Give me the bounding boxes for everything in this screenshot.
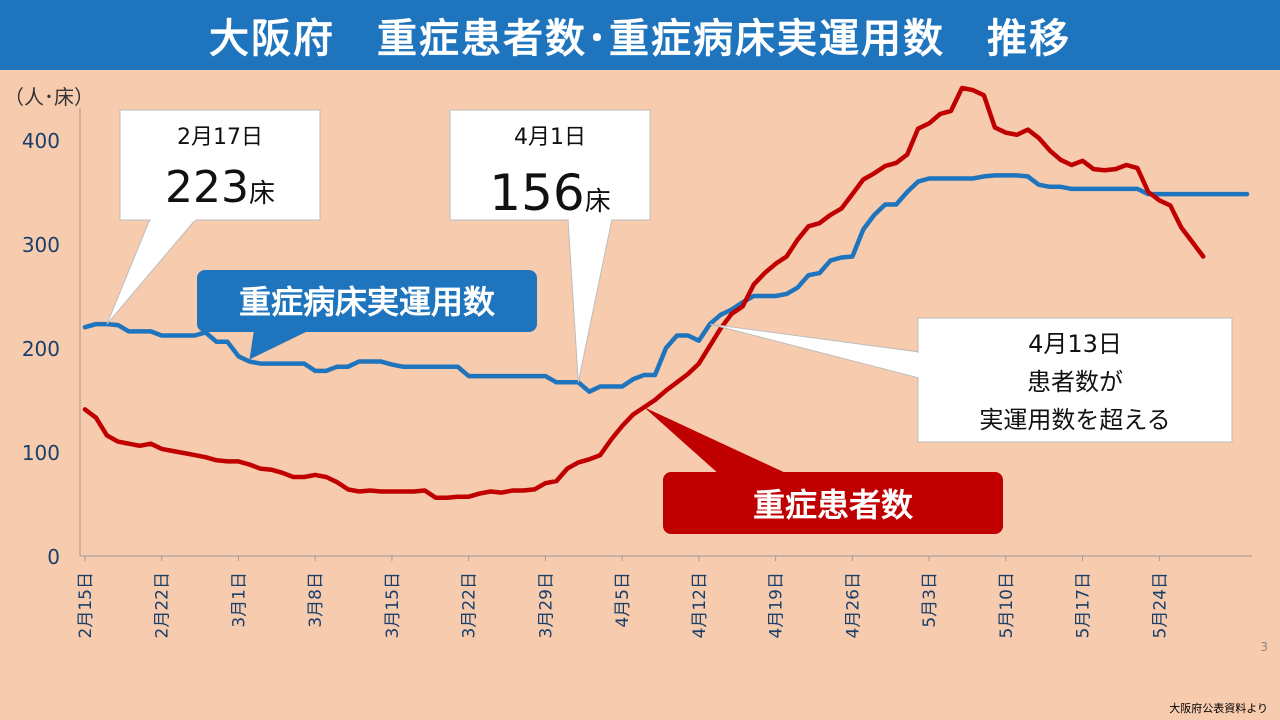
axis-layer: （人･床） 0 100 200 300 400 2月15日 2月22日 3月1日 3月8日 3月15… (4, 85, 1252, 638)
slide-title: 大阪府 重症患者数･重症病床実運用数 推移 (0, 0, 1280, 70)
x-tick-label: 3月15日 (383, 572, 403, 638)
callout-apr13-tail (709, 323, 920, 379)
callout-apr1-date: 4月1日 (514, 125, 586, 150)
callout-feb17-date: 2月17日 (177, 125, 263, 150)
callout-apr1-value: 156床 (489, 164, 610, 222)
callout-apr13-joint (916, 353, 920, 377)
y-tick-label: 200 (22, 337, 60, 361)
callout-apr1-joint (569, 217, 611, 221)
callout-apr1-tail (567, 218, 613, 383)
beds-label-tail (249, 330, 310, 360)
x-tick-label: 3月8日 (306, 572, 326, 628)
x-tick-label: 5月17日 (1074, 572, 1094, 638)
callout-apr13-line: 実運用数を超える (979, 406, 1170, 434)
beds-label-box (197, 270, 537, 332)
patients-label-box (663, 472, 1003, 534)
beds-label-text: 重症病床実運用数 (239, 283, 496, 321)
callout-apr1-box (449, 109, 651, 221)
beds-series-line (82, 173, 1250, 394)
x-tick-label: 2月22日 (153, 572, 173, 638)
patients-label-tail (644, 407, 790, 475)
callout-feb17-joint (151, 217, 195, 221)
x-tick-label: 4月12日 (690, 572, 710, 638)
y-tick-label: 400 (22, 129, 60, 153)
patients-label-text: 重症患者数 (753, 486, 914, 524)
y-tick-label: 0 (47, 545, 60, 569)
x-tick-label: 5月10日 (997, 572, 1017, 638)
callout-feb17-tail (106, 218, 198, 325)
x-tick-label: 2月15日 (76, 572, 96, 638)
source-note: 大阪府公表資料より (1169, 702, 1268, 715)
y-tick-label: 100 (22, 441, 60, 465)
y-unit-label: （人･床） (4, 85, 94, 109)
x-tick-label: 3月1日 (229, 572, 249, 628)
x-tick-label: 4月19日 (767, 572, 787, 638)
x-tick-label: 3月22日 (460, 572, 480, 638)
callout-apr13-line: 4月13日 (1028, 330, 1122, 358)
x-tick-label: 3月29日 (536, 572, 556, 638)
callout-apr13-line: 患者数が (1027, 368, 1123, 396)
x-tick-label: 5月24日 (1150, 572, 1170, 638)
page-number: 3 (1260, 640, 1268, 654)
y-tick-label: 300 (22, 233, 60, 257)
callout-feb17-box (119, 109, 321, 221)
callout-feb17-value: 223床 (165, 162, 275, 213)
x-tick-label: 4月5日 (613, 572, 633, 628)
callout-apr13-box (917, 317, 1233, 443)
x-tick-label: 5月3日 (920, 572, 940, 628)
x-tick-label: 4月26日 (843, 572, 863, 638)
